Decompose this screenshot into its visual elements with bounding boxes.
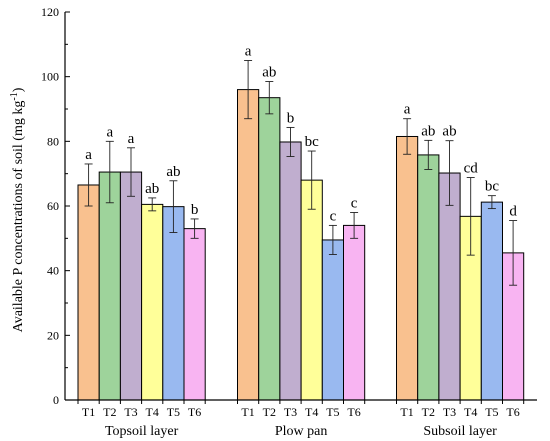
error-bars-layer bbox=[84, 60, 518, 286]
significance-letter: c bbox=[330, 208, 337, 224]
x-tick-label: T1 bbox=[400, 405, 413, 419]
bars-layer bbox=[77, 89, 525, 401]
bar-0-t6 bbox=[183, 228, 206, 401]
bar-1-t5 bbox=[321, 239, 344, 401]
x-tick-label: T6 bbox=[347, 405, 360, 419]
error-bar-2-t6 bbox=[509, 220, 518, 286]
x-tick-label: T3 bbox=[124, 405, 137, 419]
bar-1-t2 bbox=[258, 97, 281, 401]
svg-text:Available P concentrations of: Available P concentrations of soil (mg k… bbox=[9, 87, 26, 332]
significance-letter: a bbox=[245, 44, 252, 60]
error-bar-1-t1 bbox=[244, 60, 253, 120]
significance-letter: ab bbox=[145, 181, 159, 197]
bar-2-t2 bbox=[417, 154, 440, 401]
significance-letter: ab bbox=[262, 65, 276, 81]
error-bar-0-t6 bbox=[190, 218, 199, 239]
y-tick-label: 60 bbox=[47, 199, 59, 213]
bar-2-t5 bbox=[480, 201, 503, 401]
x-tick-label: T4 bbox=[464, 405, 477, 419]
significance-letter: c bbox=[351, 195, 358, 211]
x-tick-label: T3 bbox=[443, 405, 456, 419]
y-axis-title-superscript: -1 bbox=[9, 92, 20, 100]
significance-letter: d bbox=[509, 204, 517, 220]
group-label: Topsoil layer bbox=[105, 424, 179, 439]
error-bar-2-t4 bbox=[466, 177, 475, 256]
x-tick-label: T2 bbox=[103, 405, 116, 419]
bar-0-t2 bbox=[98, 171, 121, 401]
significance-letter: a bbox=[128, 131, 135, 147]
significance-letter: ab bbox=[442, 124, 456, 140]
error-bar-1-t3 bbox=[286, 126, 295, 157]
x-tick-label: T5 bbox=[326, 405, 339, 419]
error-bar-0-t5 bbox=[169, 180, 178, 233]
significance-letter: b bbox=[191, 202, 199, 218]
group-label: Subsoil layer bbox=[423, 424, 497, 439]
significance-letter: bc bbox=[485, 179, 500, 195]
y-axis-title-main: Available P concentrations of soil (mg k… bbox=[11, 101, 26, 333]
bar-1-t4 bbox=[300, 179, 323, 401]
bar-1-t6 bbox=[343, 224, 366, 401]
y-tick-label: 40 bbox=[47, 264, 59, 278]
error-bar-0-t1 bbox=[84, 163, 93, 207]
error-bar-0-t3 bbox=[127, 147, 135, 197]
x-tick-label: T1 bbox=[82, 405, 95, 419]
x-tick-label: T2 bbox=[263, 405, 276, 419]
x-tick-label: T4 bbox=[146, 405, 159, 419]
x-tick-label: T6 bbox=[506, 405, 519, 419]
significance-letter: a bbox=[85, 147, 92, 163]
error-bar-2-t5 bbox=[487, 195, 496, 210]
bar-0-t4 bbox=[141, 203, 164, 401]
y-axis-title: Available P concentrations of soil (mg k… bbox=[9, 87, 26, 332]
y-axis-title-suffix: ) bbox=[11, 87, 26, 92]
y-tick-label: 120 bbox=[41, 5, 59, 19]
x-tick-label: T2 bbox=[422, 405, 435, 419]
y-tick-label: 80 bbox=[47, 134, 59, 148]
error-bar-2-t1 bbox=[403, 118, 412, 155]
bar-2-t3 bbox=[438, 172, 461, 401]
axes-layer: T1 T2 T3 T4 T5 T6 Topsoil layer T1 T2 T3 T4 T5 T6 Plo… bbox=[41, 5, 537, 439]
bar-0-t1 bbox=[77, 184, 100, 401]
error-bar-0-t4 bbox=[148, 197, 157, 212]
error-bar-2-t3 bbox=[445, 140, 454, 206]
error-bar-2-t2 bbox=[424, 139, 433, 170]
significance-letter: a bbox=[404, 102, 411, 118]
x-tick-label: T5 bbox=[485, 405, 498, 419]
error-bar-1-t2 bbox=[265, 81, 274, 115]
y-tick-label: 0 bbox=[53, 393, 59, 407]
x-tick-label: T1 bbox=[241, 405, 254, 419]
y-tick-label: 100 bbox=[41, 70, 59, 84]
significance-letter: ab bbox=[166, 164, 180, 180]
y-tick-label: 20 bbox=[47, 328, 59, 342]
bar-1-t1 bbox=[237, 89, 260, 401]
significance-letter: b bbox=[287, 110, 295, 126]
error-bar-1-t5 bbox=[328, 224, 337, 255]
group-label: Plow pan bbox=[275, 424, 328, 439]
bar-0-t5 bbox=[162, 206, 185, 401]
significance-letter: cd bbox=[464, 161, 479, 177]
bar-2-t1 bbox=[396, 135, 419, 401]
bar-0-t3 bbox=[119, 171, 143, 401]
x-tick-label: T3 bbox=[284, 405, 297, 419]
significance-letter: bc bbox=[305, 134, 320, 150]
significance-letter: a bbox=[106, 124, 113, 140]
bar-1-t3 bbox=[279, 141, 302, 401]
error-bar-0-t2 bbox=[105, 140, 114, 204]
error-bar-1-t6 bbox=[350, 212, 359, 239]
x-tick-label: T4 bbox=[305, 405, 318, 419]
x-tick-label: T5 bbox=[167, 405, 180, 419]
significance-letter: ab bbox=[421, 123, 435, 139]
x-tick-label: T6 bbox=[188, 405, 201, 419]
error-bar-1-t4 bbox=[307, 150, 316, 210]
